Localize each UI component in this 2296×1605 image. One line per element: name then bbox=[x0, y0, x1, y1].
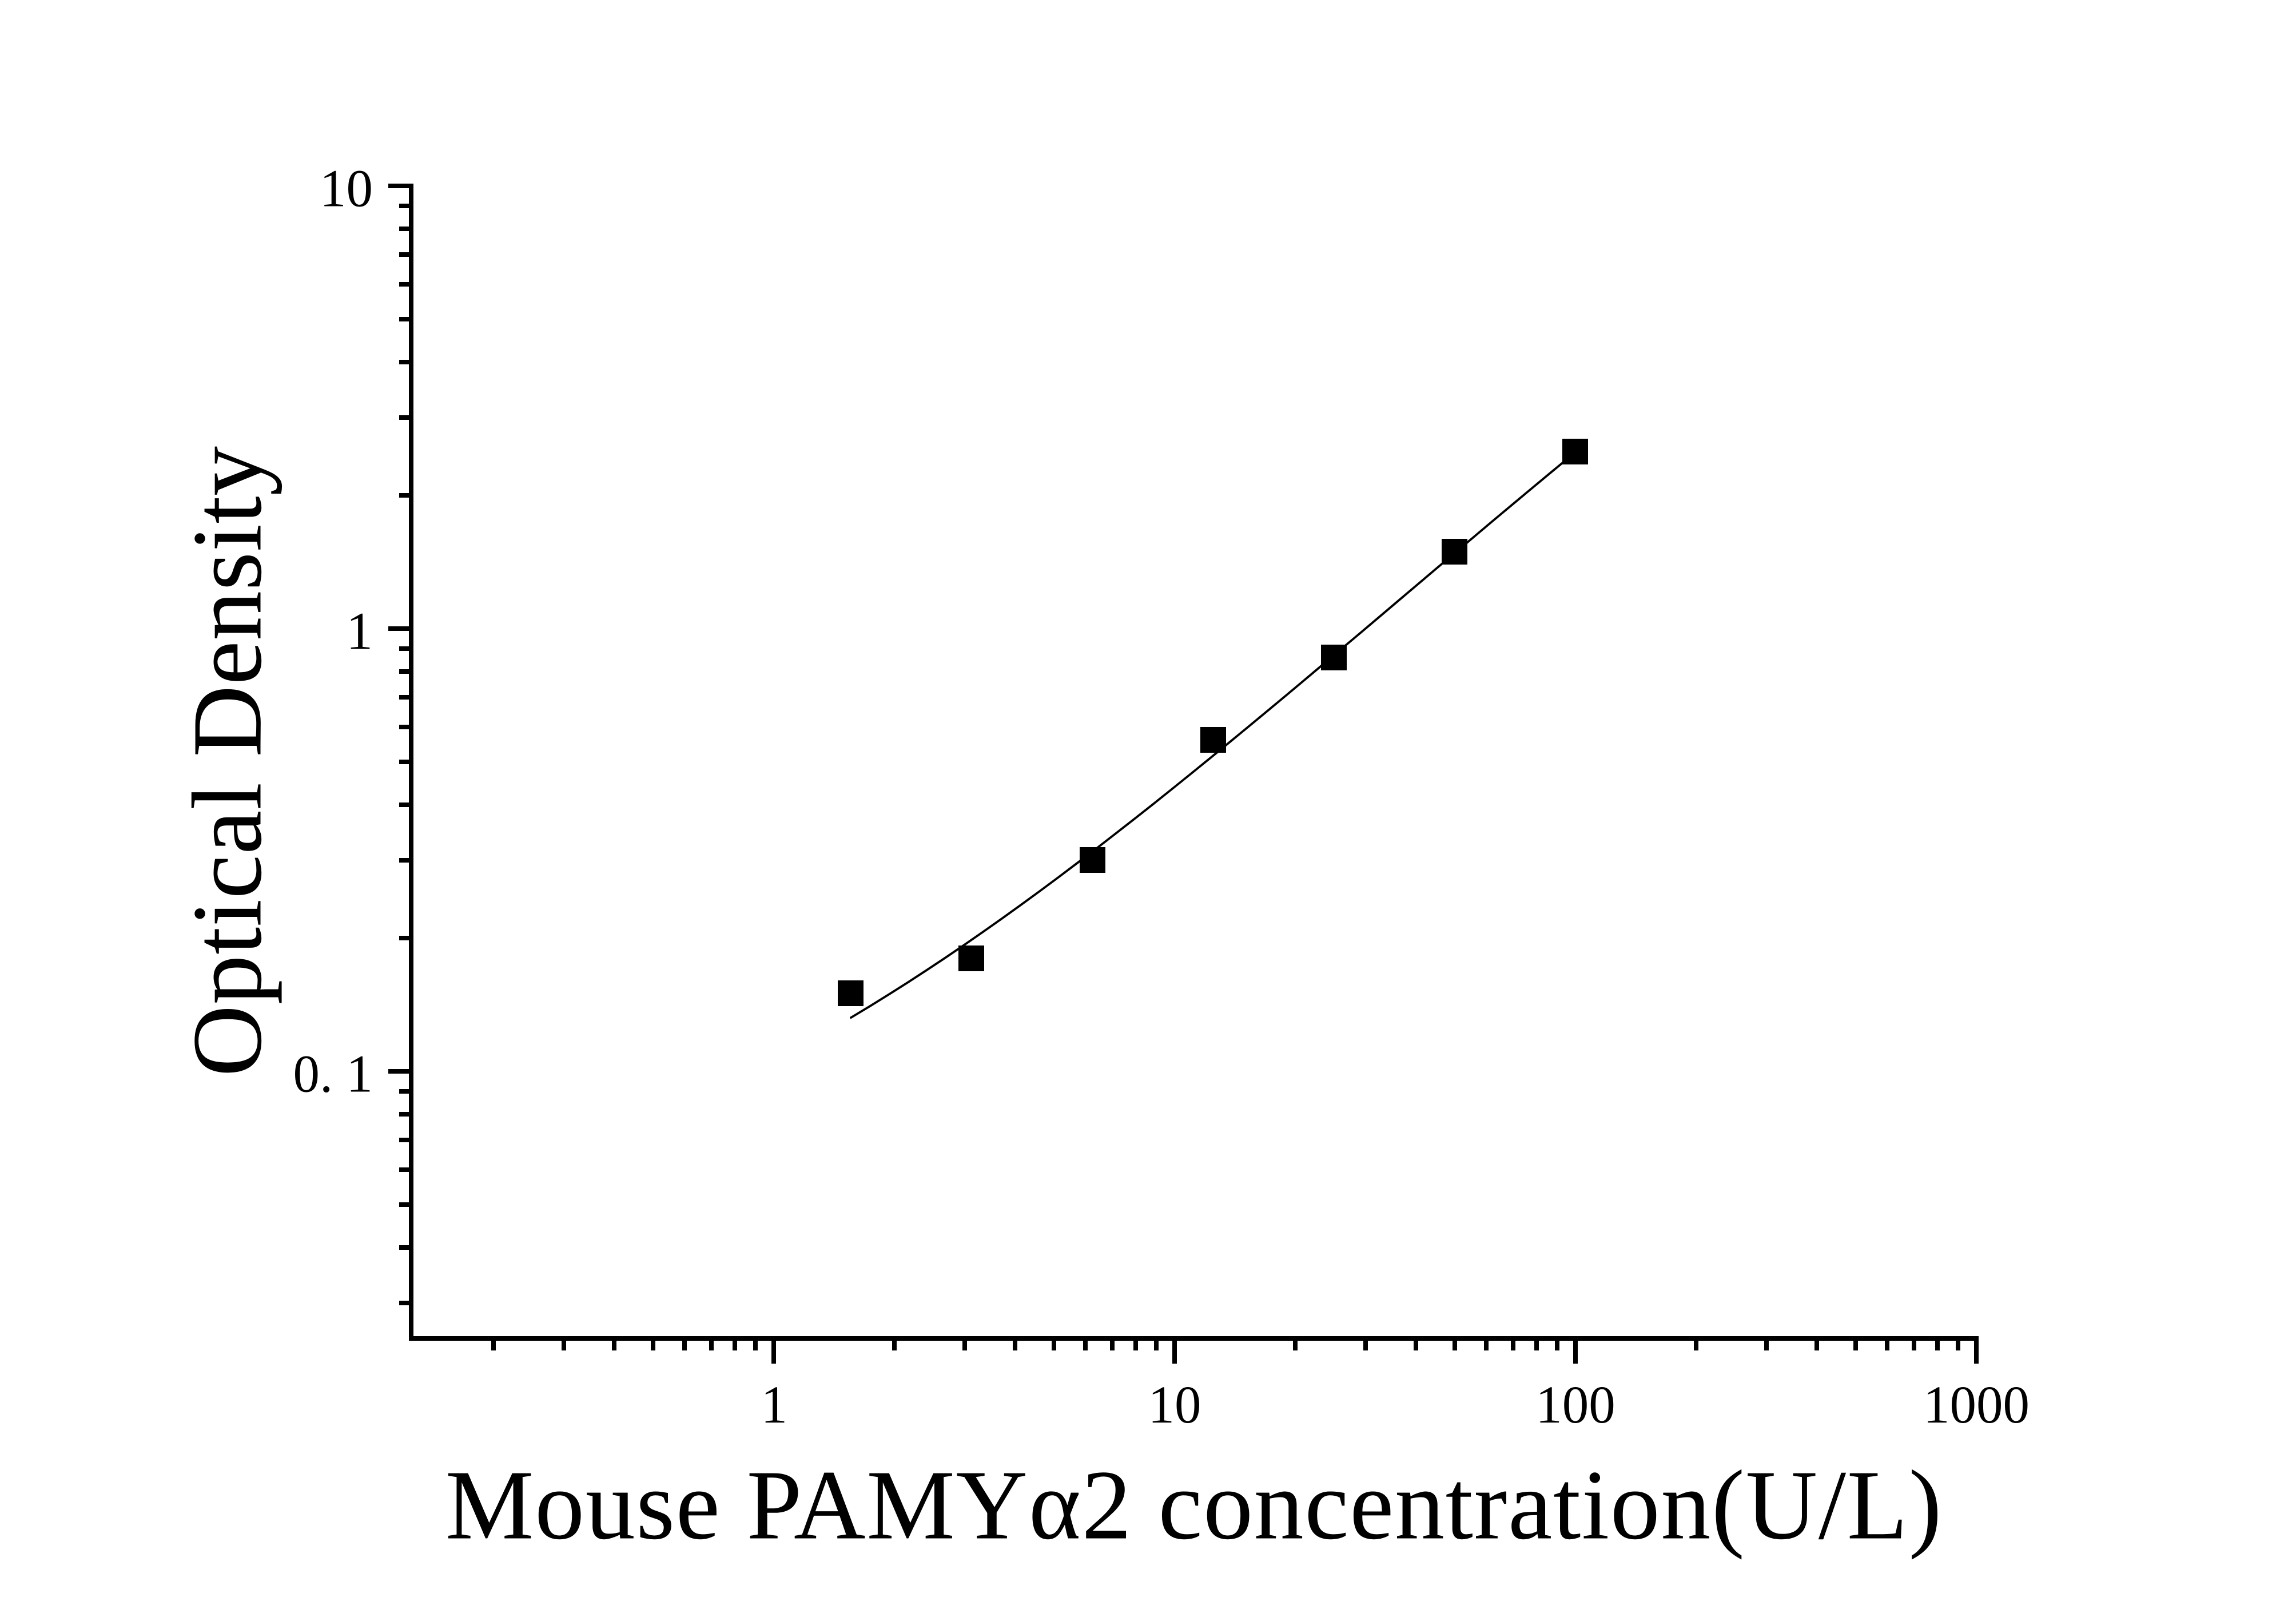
svg-text:10: 10 bbox=[1148, 1376, 1201, 1435]
svg-text:0. 1: 0. 1 bbox=[293, 1044, 373, 1103]
svg-text:1000: 1000 bbox=[1923, 1376, 2030, 1435]
svg-text:1: 1 bbox=[347, 602, 373, 661]
svg-text:1: 1 bbox=[761, 1376, 787, 1435]
svg-text:Optical Density: Optical Density bbox=[172, 446, 282, 1077]
svg-text:100: 100 bbox=[1535, 1376, 1615, 1435]
svg-text:Mouse PAMYα2 concentration(U/L: Mouse PAMYα2 concentration(U/L) bbox=[445, 1450, 1943, 1560]
svg-text:10: 10 bbox=[320, 159, 373, 218]
